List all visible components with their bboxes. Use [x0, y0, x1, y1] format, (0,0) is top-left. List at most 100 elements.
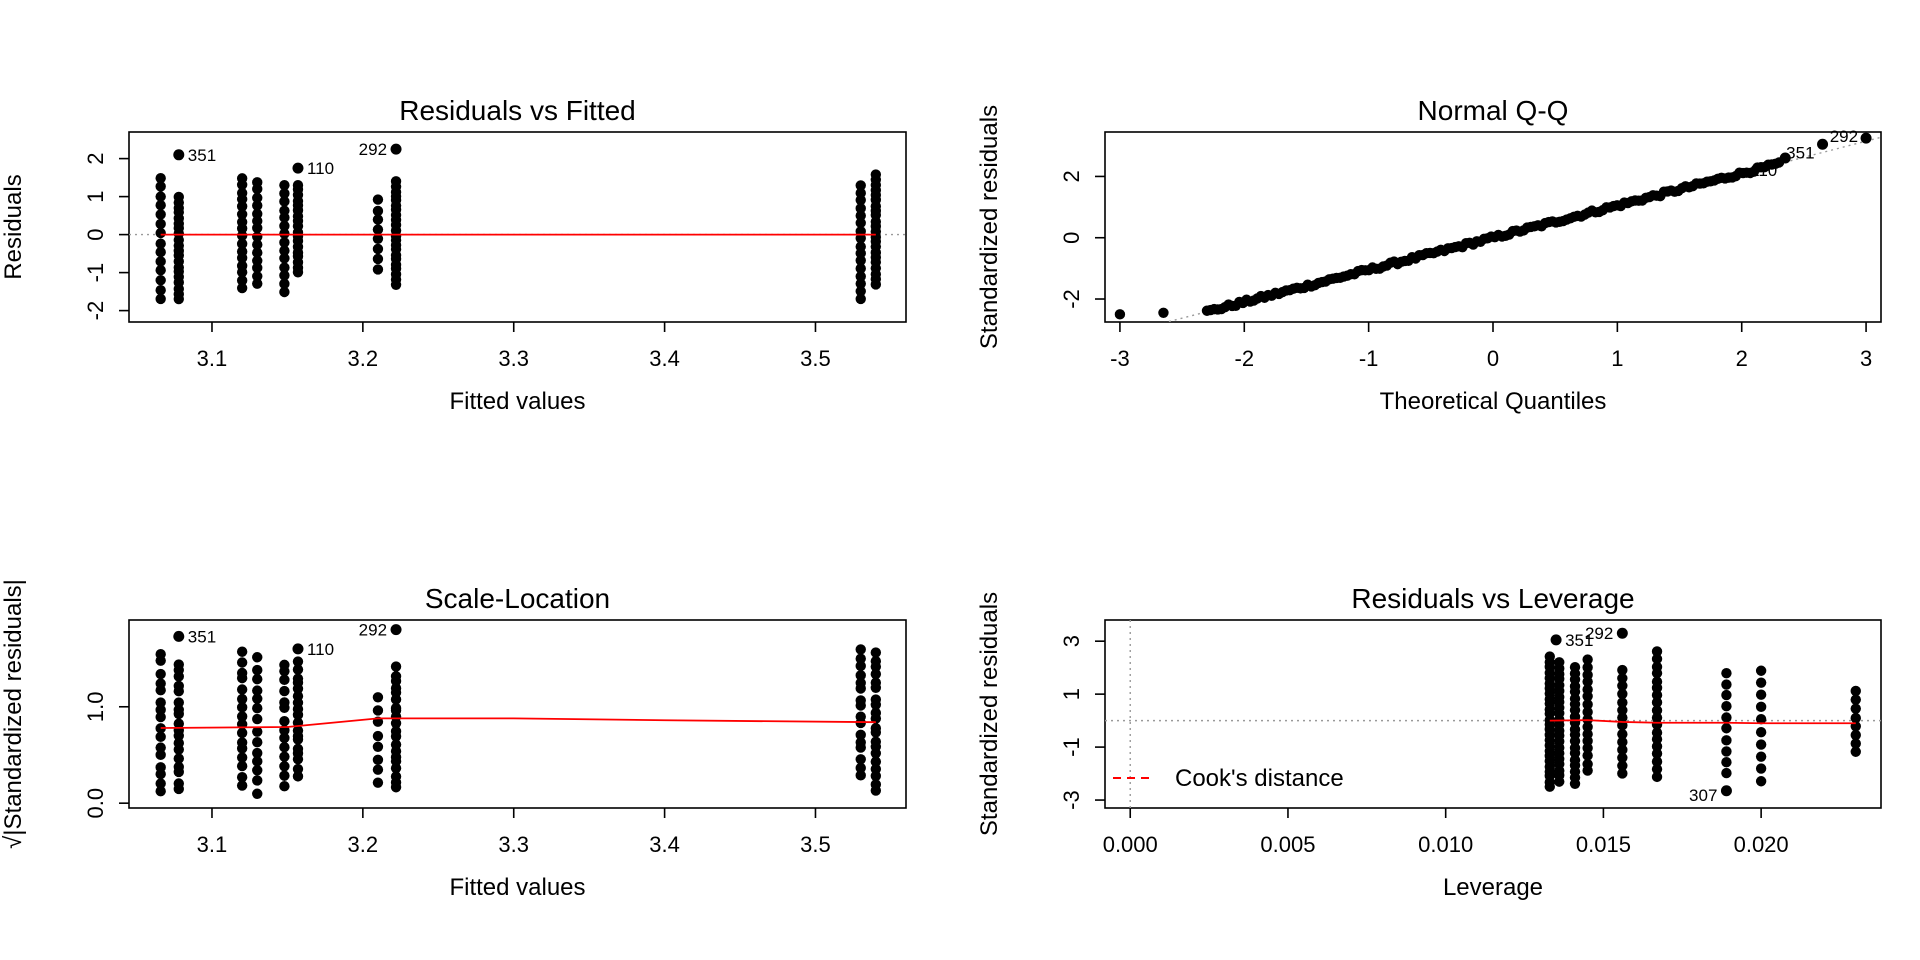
- data-point: [236, 260, 248, 272]
- data-point: [155, 786, 166, 797]
- data-point: [252, 702, 263, 714]
- data-point: [1617, 673, 1628, 684]
- data-point: [292, 656, 304, 667]
- data-point: [1617, 760, 1628, 771]
- data-point: [855, 255, 866, 266]
- data-point: [236, 667, 248, 679]
- y-tick-label: 1: [1059, 688, 1084, 700]
- data-point: [372, 777, 384, 788]
- data-point: [236, 216, 248, 228]
- data-point: [372, 253, 384, 265]
- data-point: [855, 180, 866, 191]
- data-point: [855, 729, 866, 741]
- data-point: [292, 673, 304, 684]
- panel-sl: Scale-Location Fitted values √|Standardize…: [0, 579, 907, 901]
- data-point: [155, 227, 166, 239]
- data-point: [1651, 771, 1663, 783]
- data-point: [870, 694, 882, 705]
- y-tick-label: -2: [83, 301, 108, 321]
- y-tick-label: -3: [1059, 790, 1084, 810]
- data-point: [1721, 667, 1732, 679]
- data-point: [855, 271, 866, 282]
- data-point: [155, 200, 166, 211]
- outlier-point: [1616, 627, 1628, 639]
- smoother-line: [160, 717, 876, 729]
- data-point: [1554, 657, 1565, 668]
- data-point: [390, 702, 402, 714]
- data-point: [1582, 750, 1593, 761]
- data-point: [155, 668, 166, 680]
- data-point: [173, 761, 184, 773]
- data-point: [1755, 739, 1767, 750]
- data-point: [236, 173, 248, 184]
- data-point: [1617, 712, 1628, 723]
- data-point: [390, 771, 402, 782]
- data-point: [390, 739, 402, 750]
- chart-title: Residuals vs Fitted: [399, 95, 636, 126]
- data-point: [236, 230, 248, 241]
- data-point: [372, 705, 384, 716]
- outlier-label: 307: [1689, 786, 1717, 805]
- y-tick-label: 2: [83, 152, 108, 164]
- data-point: [1651, 705, 1663, 716]
- data-point: [1850, 694, 1861, 705]
- data-point: [1582, 742, 1593, 754]
- data-point: [1582, 669, 1593, 681]
- data-point: [1721, 723, 1732, 734]
- data-point: [1651, 727, 1663, 738]
- outlier-label: 351: [188, 146, 216, 165]
- x-tick-label: 3.3: [498, 346, 529, 371]
- data-point: [1582, 706, 1593, 718]
- x-tick-label: 3.3: [498, 832, 529, 857]
- data-point: [870, 169, 882, 180]
- data-point: [173, 704, 184, 715]
- data-point: [279, 716, 290, 727]
- data-point: [1617, 664, 1628, 676]
- qq-tail-point: [1158, 307, 1169, 319]
- x-tick-label: 3.1: [197, 346, 228, 371]
- data-point: [1755, 763, 1767, 774]
- data-point: [279, 286, 290, 298]
- y-tick-label: -1: [83, 263, 108, 283]
- outlier-point: [390, 143, 402, 155]
- data-point: [292, 180, 304, 191]
- data-point: [1651, 741, 1663, 752]
- data-point: [279, 179, 290, 191]
- data-point: [252, 756, 263, 767]
- x-tick-label: 0.005: [1260, 832, 1315, 857]
- data-point: [1569, 661, 1581, 673]
- data-point: [236, 282, 248, 294]
- data-point: [870, 647, 882, 658]
- data-point: [1721, 756, 1732, 768]
- data-point: [173, 778, 184, 789]
- outlier-point: [1550, 634, 1562, 646]
- data-point: [236, 702, 248, 713]
- data-point: [1651, 676, 1663, 687]
- data-point: [1582, 721, 1593, 733]
- data-point: [855, 203, 866, 214]
- data-point: [155, 731, 166, 743]
- data-point: [372, 205, 384, 217]
- data-point: [372, 224, 384, 235]
- data-point: [870, 756, 882, 767]
- data-point: [279, 228, 290, 239]
- data-point: [870, 763, 882, 775]
- data-point: [1755, 665, 1767, 676]
- data-point: [155, 191, 166, 202]
- data-point: [155, 778, 166, 789]
- data-point: [155, 697, 166, 708]
- data-point: [855, 711, 866, 722]
- data-point: [252, 673, 263, 685]
- data-point: [236, 275, 248, 286]
- data-point: [855, 278, 866, 289]
- data-point: [1651, 646, 1663, 657]
- x-tick-label: -1: [1359, 346, 1379, 371]
- data-point: [279, 659, 290, 671]
- data-point: [252, 177, 263, 188]
- y-tick-label: 3: [1059, 635, 1084, 647]
- data-point: [252, 713, 263, 725]
- data-point: [155, 172, 166, 184]
- data-point: [279, 770, 290, 781]
- x-tick-label: 3.2: [348, 832, 379, 857]
- y-axis-label: Residuals: [0, 174, 27, 279]
